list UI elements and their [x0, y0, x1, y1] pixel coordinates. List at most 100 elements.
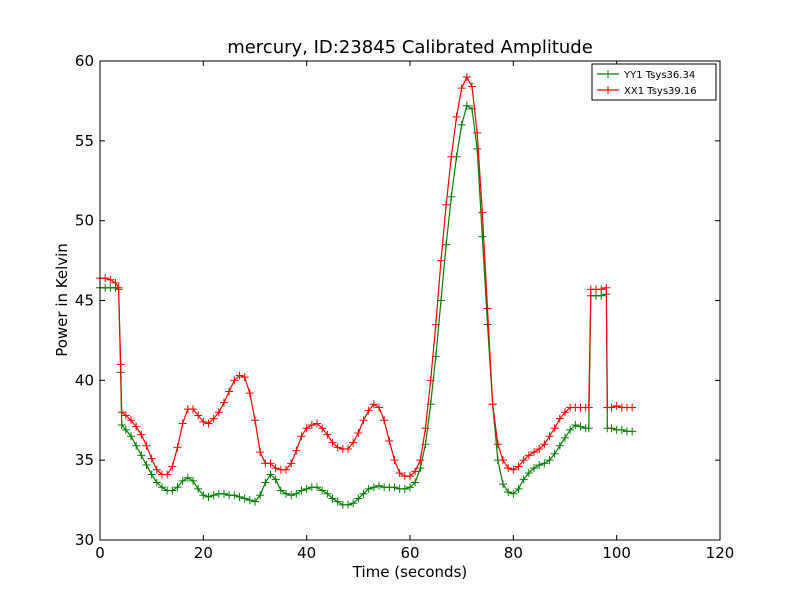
data-point-marker: [251, 497, 259, 506]
data-point-marker: [163, 470, 172, 479]
data-point-marker: [147, 470, 156, 479]
data-point-marker: [349, 499, 358, 508]
data-point-marker: [437, 256, 445, 265]
data-point-marker: [121, 425, 130, 434]
data-point-marker: [545, 432, 554, 441]
data-point-marker: [530, 448, 538, 457]
data-point-marker: [142, 441, 151, 450]
data-point-marker: [302, 484, 311, 493]
data-point-marker: [323, 489, 332, 498]
data-point-marker: [359, 416, 368, 425]
data-point-marker: [101, 274, 110, 283]
data-point-marker: [499, 456, 507, 465]
data-point-marker: [297, 486, 306, 495]
data-point-marker: [457, 84, 466, 93]
data-point-marker: [395, 468, 404, 477]
data-point-marker: [375, 481, 383, 490]
data-point-marker: [535, 460, 544, 469]
data-point-marker: [499, 480, 507, 489]
data-point-marker: [282, 465, 290, 474]
data-point-marker: [256, 448, 265, 457]
data-point-marker: [214, 408, 223, 417]
data-point-marker: [447, 152, 456, 161]
data-point-marker: [364, 484, 373, 493]
data-point-marker: [597, 285, 606, 294]
data-point-marker: [584, 424, 593, 433]
legend-marker: [604, 86, 612, 94]
data-point-marker: [344, 444, 352, 453]
data-point-marker: [354, 429, 363, 438]
data-point-marker: [519, 456, 528, 465]
data-point-marker: [447, 192, 456, 201]
data-point-marker: [354, 494, 363, 503]
data-point-marker: [576, 422, 585, 431]
data-point-marker: [457, 120, 466, 129]
data-point-marker: [199, 491, 208, 500]
data-point-marker: [607, 424, 616, 433]
chart-title: mercury, ID:23845 Calibrated Amplitude: [227, 37, 593, 58]
data-point-marker: [183, 473, 192, 482]
data-point-marker: [111, 278, 120, 287]
data-point-marker: [121, 411, 130, 420]
data-point-marker: [114, 283, 123, 292]
data-point-marker: [209, 414, 218, 423]
data-point-marker: [313, 419, 321, 428]
data-point-marker: [400, 484, 409, 493]
data-point-marker: [147, 454, 156, 463]
data-point-marker: [292, 446, 301, 455]
data-point-marker: [411, 478, 420, 487]
data-point-marker: [282, 489, 290, 498]
data-point-marker: [369, 483, 378, 492]
y-tick-label: 55: [75, 132, 94, 150]
data-point-marker: [550, 424, 559, 433]
data-point-marker: [514, 484, 523, 493]
data-point-marker: [540, 459, 549, 468]
data-point-marker: [245, 496, 254, 505]
data-point-marker: [602, 283, 611, 292]
data-point-marker: [509, 489, 518, 498]
data-point-marker: [266, 459, 275, 468]
data-point-marker: [561, 408, 569, 417]
data-point-marker: [584, 403, 593, 412]
data-point-marker: [385, 437, 394, 446]
data-point-marker: [117, 408, 126, 417]
axes-layer: 0 20 40 60 80 100 120 30 35 40 45 50 55 60: [75, 52, 734, 562]
data-point-marker: [540, 440, 549, 449]
x-tick-label: 80: [504, 544, 523, 562]
data-point-marker: [431, 320, 440, 329]
data-point-marker: [194, 411, 203, 420]
legend-label: XX1 Tsys39.16: [624, 86, 697, 97]
data-point-marker: [359, 489, 368, 498]
data-point-marker: [416, 456, 425, 465]
data-point-marker: [261, 478, 270, 487]
data-point-marker: [271, 464, 280, 473]
data-point-marker: [158, 483, 166, 492]
data-point-marker: [545, 456, 554, 465]
data-point-marker: [333, 497, 342, 506]
data-point-marker: [287, 459, 296, 468]
data-point-marker: [468, 82, 476, 91]
data-point-marker: [173, 483, 182, 492]
data-point-marker: [235, 492, 244, 501]
y-axis-label: Power in Kelvin: [53, 243, 71, 357]
data-point-marker: [313, 483, 321, 492]
data-point-marker: [524, 451, 533, 460]
data-point-marker: [318, 424, 327, 433]
legend-marker: [604, 70, 612, 78]
x-tick-label: 120: [706, 544, 735, 562]
data-point-marker: [297, 432, 306, 441]
series-line-1: [100, 104, 633, 506]
data-point-marker: [628, 427, 637, 436]
x-tick-label: 100: [602, 544, 631, 562]
y-tick-label: 50: [75, 212, 94, 230]
data-point-marker: [380, 416, 389, 425]
data-point-marker: [220, 489, 228, 498]
legend: YY1 Tsys36.34 XX1 Tsys39.16: [591, 63, 717, 101]
data-point-marker: [225, 387, 234, 396]
data-point-marker: [307, 421, 316, 430]
data-point-marker: [426, 376, 435, 385]
x-tick-label: 40: [297, 544, 316, 562]
y-tick-label: 60: [75, 52, 94, 70]
data-point-marker: [416, 464, 425, 473]
